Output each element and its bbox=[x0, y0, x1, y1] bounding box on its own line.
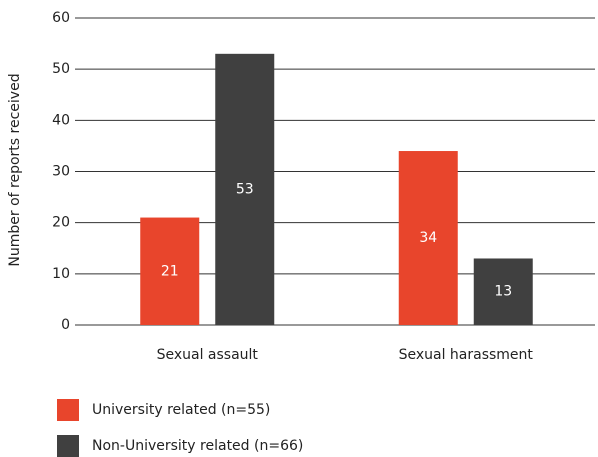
y-tick-label: 50 bbox=[52, 61, 70, 77]
y-tick-label: 30 bbox=[52, 164, 70, 180]
legend-label: Non-University related (n=66) bbox=[92, 438, 303, 454]
legend-label: University related (n=55) bbox=[92, 402, 270, 418]
y-tick-label: 0 bbox=[61, 317, 70, 333]
data-label: 34 bbox=[419, 230, 437, 246]
legend-swatch bbox=[57, 399, 79, 421]
y-tick-label: 40 bbox=[52, 112, 70, 128]
bar bbox=[140, 217, 200, 325]
data-label: 53 bbox=[236, 181, 254, 197]
data-label: 13 bbox=[494, 284, 512, 300]
y-tick-label: 60 bbox=[52, 10, 70, 26]
y-tick-label: 20 bbox=[52, 215, 70, 231]
y-axis-label: Number of reports received bbox=[7, 73, 23, 266]
bar bbox=[215, 53, 275, 326]
data-label: 21 bbox=[161, 263, 179, 279]
x-tick-label: Sexual assault bbox=[157, 347, 259, 363]
legend-swatch bbox=[57, 435, 79, 457]
bar bbox=[473, 258, 533, 325]
x-tick-label: Sexual harassment bbox=[399, 347, 534, 363]
bar bbox=[398, 151, 458, 325]
y-tick-label: 10 bbox=[52, 266, 70, 282]
